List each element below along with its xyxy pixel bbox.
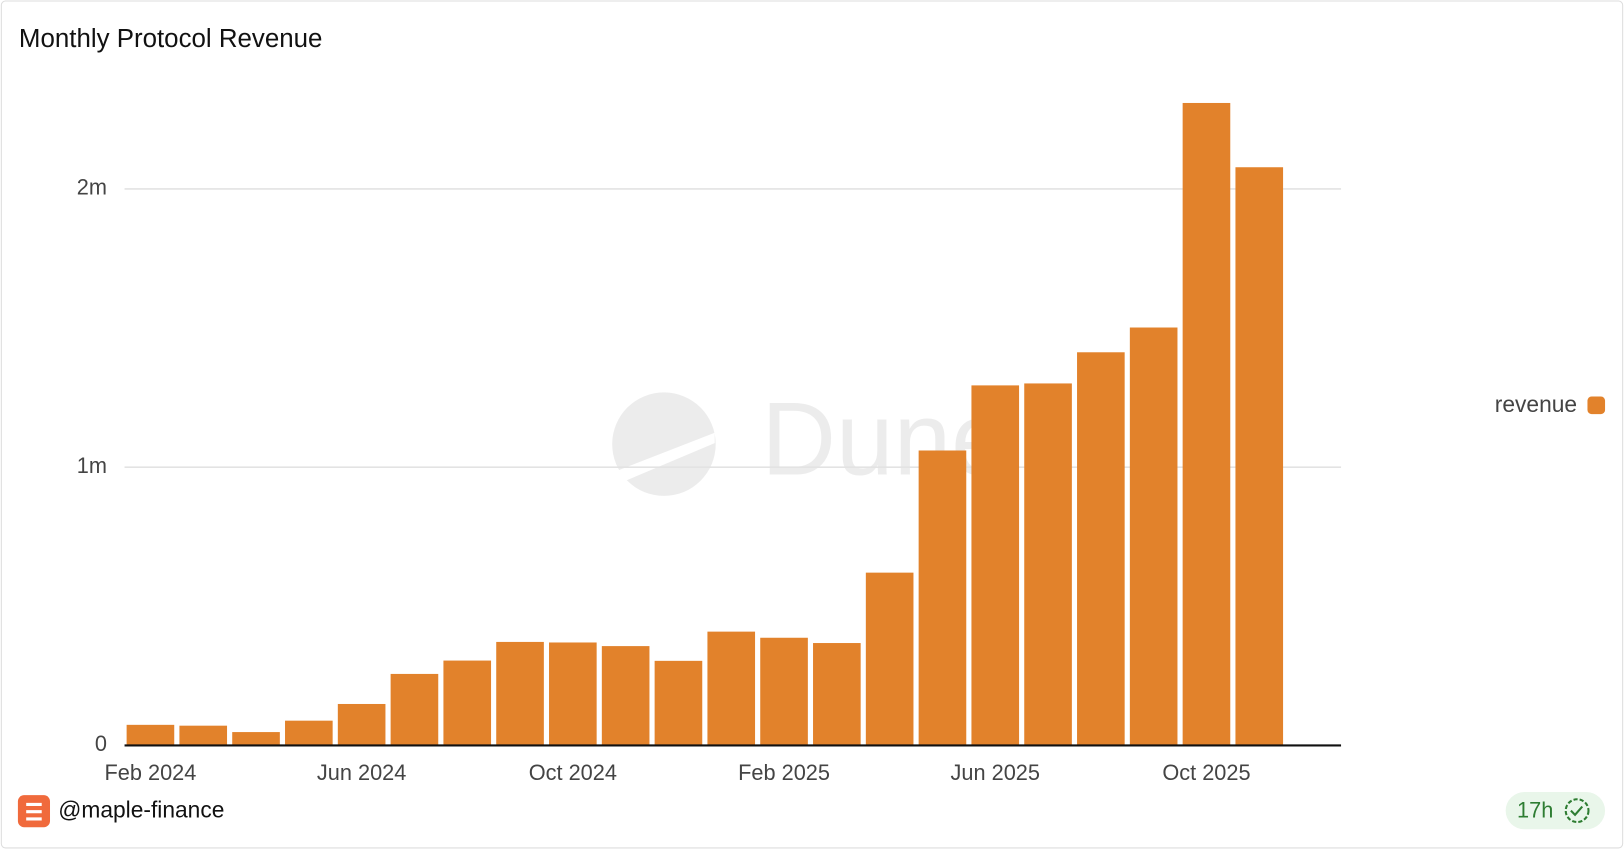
watermark: Dune (612, 381, 1009, 497)
y-tick-label: 0 (95, 731, 107, 756)
bar (865, 572, 914, 746)
bar (549, 642, 597, 746)
author-icon-lines (26, 802, 42, 821)
bar (443, 660, 492, 746)
x-tick-label: Feb 2025 (738, 760, 830, 785)
x-tick-label: Feb 2024 (105, 760, 197, 785)
watermark-text: Dune (761, 381, 1008, 497)
bar (337, 703, 386, 746)
bar (707, 631, 756, 746)
bar (285, 720, 333, 746)
verified-check (1570, 805, 1584, 817)
bar (496, 641, 544, 746)
verified-icon (1564, 798, 1590, 824)
bar (971, 385, 1020, 746)
y-tick-label: 2m (77, 175, 107, 200)
x-tick-label: Oct 2025 (1162, 760, 1250, 785)
bar (654, 660, 703, 746)
bar (1024, 383, 1072, 746)
author[interactable]: @maple-finance (58, 797, 224, 823)
bar (232, 732, 280, 746)
bar (126, 724, 175, 746)
bar (1129, 327, 1178, 746)
x-tick-label: Jun 2024 (317, 760, 406, 785)
bar (1182, 102, 1231, 746)
x-tick-label: Jun 2025 (951, 760, 1040, 785)
y-tick-label: 1m (77, 453, 107, 478)
bar (1235, 167, 1284, 746)
x-tick-label: Oct 2024 (529, 760, 617, 785)
bar (179, 725, 228, 746)
chart-title: Monthly Protocol Revenue (19, 25, 322, 53)
bar (760, 637, 808, 746)
bar (601, 646, 650, 746)
legend-label: revenue (1495, 391, 1577, 417)
bar (390, 673, 439, 746)
age: 17h (1517, 797, 1553, 822)
bar (918, 450, 967, 746)
age-badge (1505, 792, 1606, 830)
bar (1077, 352, 1125, 746)
legend-swatch (1587, 396, 1606, 415)
bar (813, 643, 861, 746)
